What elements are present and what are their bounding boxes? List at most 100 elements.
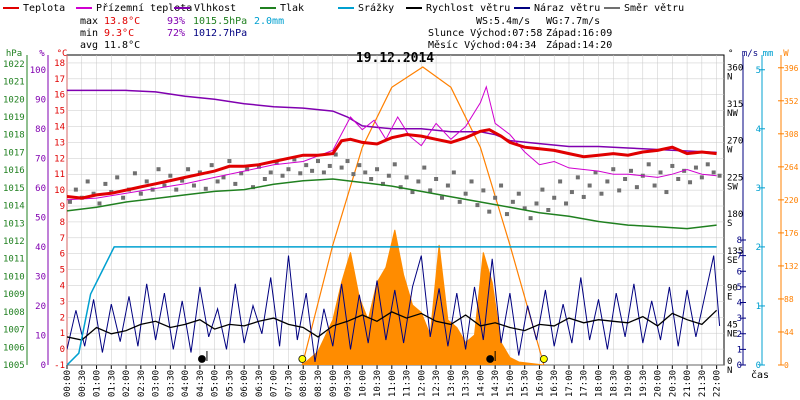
plot-area [67, 66, 722, 365]
series-ground-temperature-line [67, 85, 717, 201]
tick-pct-7: 70 [35, 154, 46, 164]
x-axis-label: čas [751, 369, 769, 381]
wind-direction-point-26 [221, 175, 226, 180]
wind-direction-point-60 [422, 165, 427, 170]
tick-wm2-6: 264 [784, 163, 799, 172]
legend-label-0: Teplota [23, 3, 65, 14]
wind-direction-point-38 [292, 157, 297, 162]
tick-mm-5: 5 [756, 66, 761, 76]
tick-hpa-17: 1022 [3, 60, 25, 70]
wind-direction-point-110 [717, 173, 722, 178]
wind-direction-point-53 [380, 181, 385, 186]
wind-direction-point-0 [67, 199, 72, 204]
stat-avg-temp: 11.8°C [104, 40, 140, 51]
wind-direction-point-14 [150, 187, 155, 192]
tick-dir-deg-6: 270 [727, 137, 743, 147]
legend-label-2: Vlhkost [194, 3, 236, 14]
tick-hpa-1: 1006 [3, 343, 25, 353]
info-sunset: Západ:16:09 [546, 27, 612, 39]
tick-x-15: 07:30 [284, 370, 294, 397]
wind-direction-point-8 [115, 175, 120, 180]
tick-wm2-9: 396 [784, 64, 799, 73]
tick-dir-lbl-8: N [727, 72, 732, 82]
tick-x-41: 20:30 [668, 370, 678, 397]
tick-x-21: 10:30 [373, 370, 383, 397]
wind-direction-point-78 [528, 216, 533, 221]
tick-degc-0: -1 [54, 361, 65, 371]
wind-direction-point-16 [162, 183, 167, 188]
wind-direction-point-52 [375, 167, 380, 172]
wind-direction-point-76 [516, 191, 521, 196]
info-ws: WS:5.4m/s [476, 16, 530, 27]
wind-direction-point-82 [552, 195, 557, 200]
tick-ms-5: 5 [737, 283, 742, 293]
wind-direction-point-88 [587, 183, 592, 188]
stat-min-hum: 72% [167, 28, 185, 39]
wind-direction-point-24 [209, 163, 214, 168]
info-block: WS:5.4m/s WG:7.7m/s Slunce Východ:07:58 … [428, 16, 612, 51]
wind-direction-point-36 [280, 173, 285, 178]
wind-direction-point-102 [670, 163, 675, 168]
wind-direction-point-29 [239, 171, 244, 176]
chart-title: 19.12.2014 [356, 51, 434, 66]
tick-x-27: 13:30 [462, 370, 472, 397]
tick-pct-10: 100 [30, 66, 46, 76]
tick-degc-15: 14 [54, 123, 65, 133]
wind-direction-point-80 [540, 187, 545, 192]
tick-x-36: 18:00 [595, 370, 605, 397]
tick-dir-deg-8: 360 [727, 63, 743, 73]
wind-direction-point-65 [451, 170, 456, 175]
wind-direction-point-69 [475, 203, 480, 208]
tick-wm2-2: 88 [784, 295, 794, 304]
tick-x-17: 08:30 [314, 370, 324, 397]
tick-dir-lbl-5: SW [727, 182, 738, 192]
tick-x-39: 19:30 [639, 370, 649, 397]
wind-direction-point-72 [493, 195, 498, 200]
tick-hpa-5: 1010 [3, 272, 25, 282]
tick-pct-0: 0 [41, 361, 46, 371]
tick-x-11: 05:30 [225, 370, 235, 397]
tick-dir-deg-5: 225 [727, 173, 743, 183]
tick-degc-14: 13 [54, 138, 65, 148]
wind-direction-point-105 [688, 180, 693, 185]
tick-x-5: 02:30 [137, 370, 147, 397]
wind-direction-point-47 [345, 159, 350, 164]
wind-direction-point-64 [445, 183, 450, 188]
wind-direction-point-95 [628, 168, 633, 173]
tick-ms-2: 2 [737, 330, 742, 340]
stat-max-press: 1015.5hPa [193, 16, 247, 27]
tick-x-14: 07:00 [270, 370, 280, 397]
wind-direction-point-74 [504, 212, 509, 217]
tick-x-37: 18:30 [609, 370, 619, 397]
wind-direction-point-96 [634, 185, 639, 190]
tick-degc-4: 3 [60, 297, 65, 307]
axis-ms-unit: m/s [742, 49, 758, 59]
wind-direction-point-17 [168, 173, 173, 178]
tick-degc-8: 7 [60, 234, 65, 244]
tick-mm-1: 1 [756, 302, 761, 312]
tick-dir-lbl-0: N [727, 366, 732, 376]
wind-direction-point-3 [85, 179, 90, 184]
tick-x-28: 14:00 [476, 370, 486, 397]
tick-x-25: 12:30 [432, 370, 442, 397]
tick-x-22: 11:00 [388, 370, 398, 397]
tick-degc-6: 5 [60, 266, 65, 276]
tick-mm-4: 4 [756, 125, 761, 135]
wind-direction-point-86 [575, 175, 580, 180]
tick-wm2-0: 0 [784, 361, 789, 370]
tick-hpa-6: 1011 [3, 255, 25, 265]
series-wind-gust-line [67, 255, 721, 362]
stat-max-temp: 13.8°C [104, 16, 140, 27]
tick-dir-lbl-7: NW [727, 109, 738, 119]
tick-x-9: 04:30 [196, 370, 206, 397]
wind-direction-point-20 [186, 167, 191, 172]
wind-direction-point-83 [558, 179, 563, 184]
axis-hpa-unit: hPa [6, 49, 22, 59]
tick-x-18: 09:00 [329, 370, 339, 397]
wind-direction-point-108 [705, 162, 710, 167]
tick-dir-deg-3: 135 [727, 247, 743, 257]
tick-degc-13: 12 [54, 154, 65, 164]
tick-dir-lbl-2: E [727, 293, 732, 303]
tick-hpa-9: 1014 [3, 202, 25, 212]
tick-x-23: 11:30 [403, 370, 413, 397]
